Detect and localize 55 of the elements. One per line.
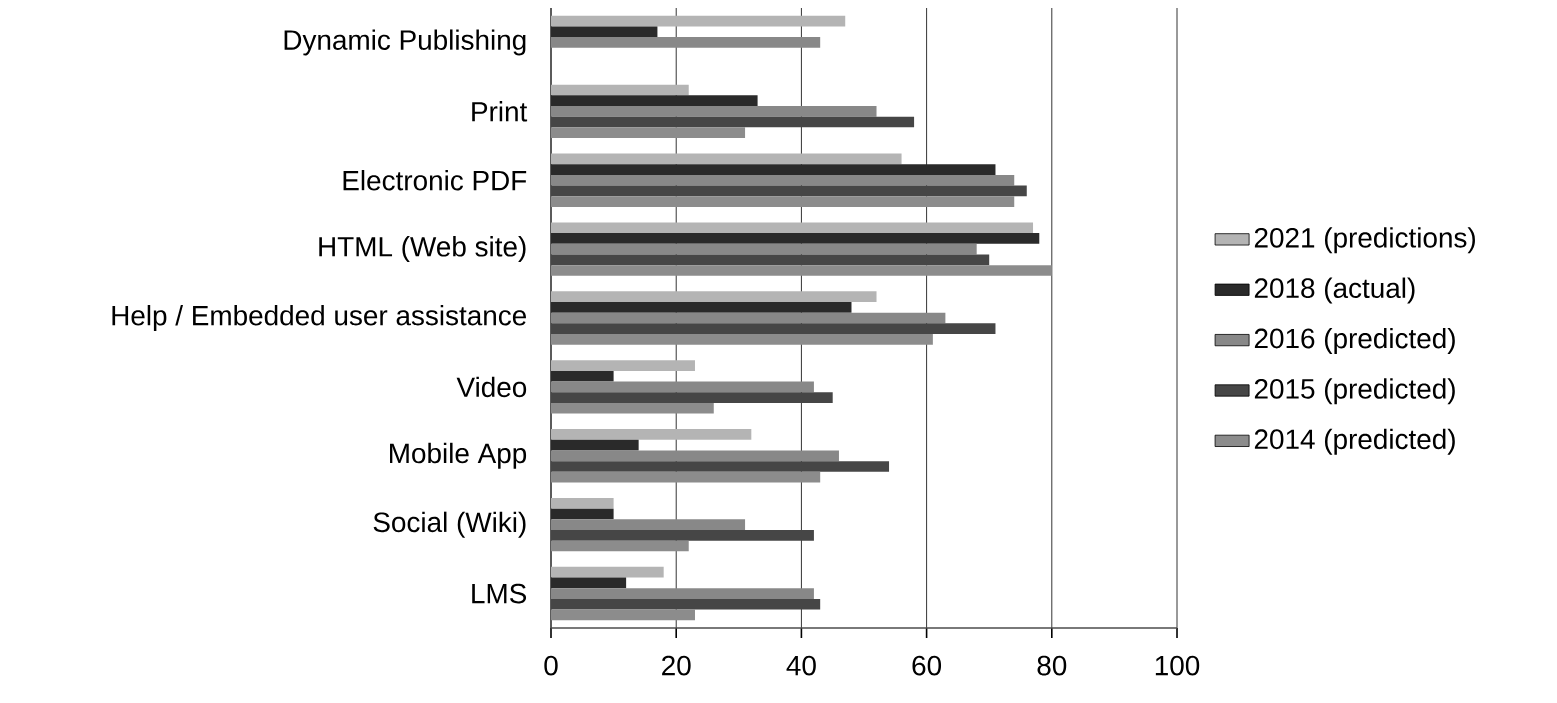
bar: [551, 222, 1034, 234]
bar: [551, 127, 746, 139]
bar: [551, 508, 614, 520]
legend-label: 2015 (predicted): [1254, 378, 1455, 405]
bar: [551, 95, 758, 106]
bar: [551, 291, 877, 302]
bar: [551, 609, 695, 621]
x-tick-label: 100: [1155, 655, 1200, 676]
bar: [551, 519, 746, 531]
bar: [551, 566, 664, 578]
legend-label: 2021 (predictions): [1254, 227, 1475, 254]
bar: [551, 312, 946, 324]
y-tick-label: Help / Embedded user assistance: [112, 305, 526, 331]
bar: [551, 243, 977, 255]
bar: [551, 153, 902, 165]
bar: [551, 402, 714, 414]
y-tick-label: Social (Wiki): [373, 511, 526, 538]
bar: [551, 429, 752, 440]
bar: [551, 450, 839, 462]
x-tick-label: 80: [1037, 655, 1067, 676]
bar: [551, 540, 689, 552]
y-tick-label: Electronic PDF: [343, 169, 527, 191]
x-tick-label: 20: [662, 655, 691, 676]
bar: [551, 370, 614, 382]
bar: [551, 196, 1015, 207]
legend-label: 2018 (actual): [1254, 277, 1415, 304]
bar: [551, 233, 1040, 244]
y-tick-label: HTML (Web site): [319, 236, 526, 263]
bar: [551, 588, 814, 599]
legend-label: 2016 (predicted): [1254, 327, 1455, 354]
y-tick-label: Video: [456, 376, 527, 398]
bar: [551, 84, 689, 96]
bar: [551, 381, 814, 393]
bar: [551, 164, 996, 175]
bar: [551, 439, 639, 451]
bar: [551, 497, 614, 509]
x-tick-label: 60: [912, 655, 942, 676]
bar: [551, 37, 821, 48]
bar: [551, 26, 658, 38]
y-tick-label: LMS: [472, 583, 527, 604]
y-tick-label: Mobile App: [390, 442, 527, 469]
bar: [551, 301, 852, 313]
bar: [551, 471, 821, 483]
bar: [551, 577, 627, 589]
bar: [551, 334, 933, 345]
y-tick-label: Dynamic Publishing: [284, 29, 526, 56]
bar: [551, 265, 1052, 276]
x-tick-label: 40: [786, 655, 816, 676]
bar: [551, 174, 1015, 186]
bar: [551, 106, 877, 117]
bar: [551, 15, 846, 27]
legend-label: 2014 (predicted): [1254, 428, 1455, 455]
bar: [551, 360, 695, 371]
x-tick-label: 0: [544, 655, 558, 676]
y-tick-label: Print: [472, 101, 528, 122]
